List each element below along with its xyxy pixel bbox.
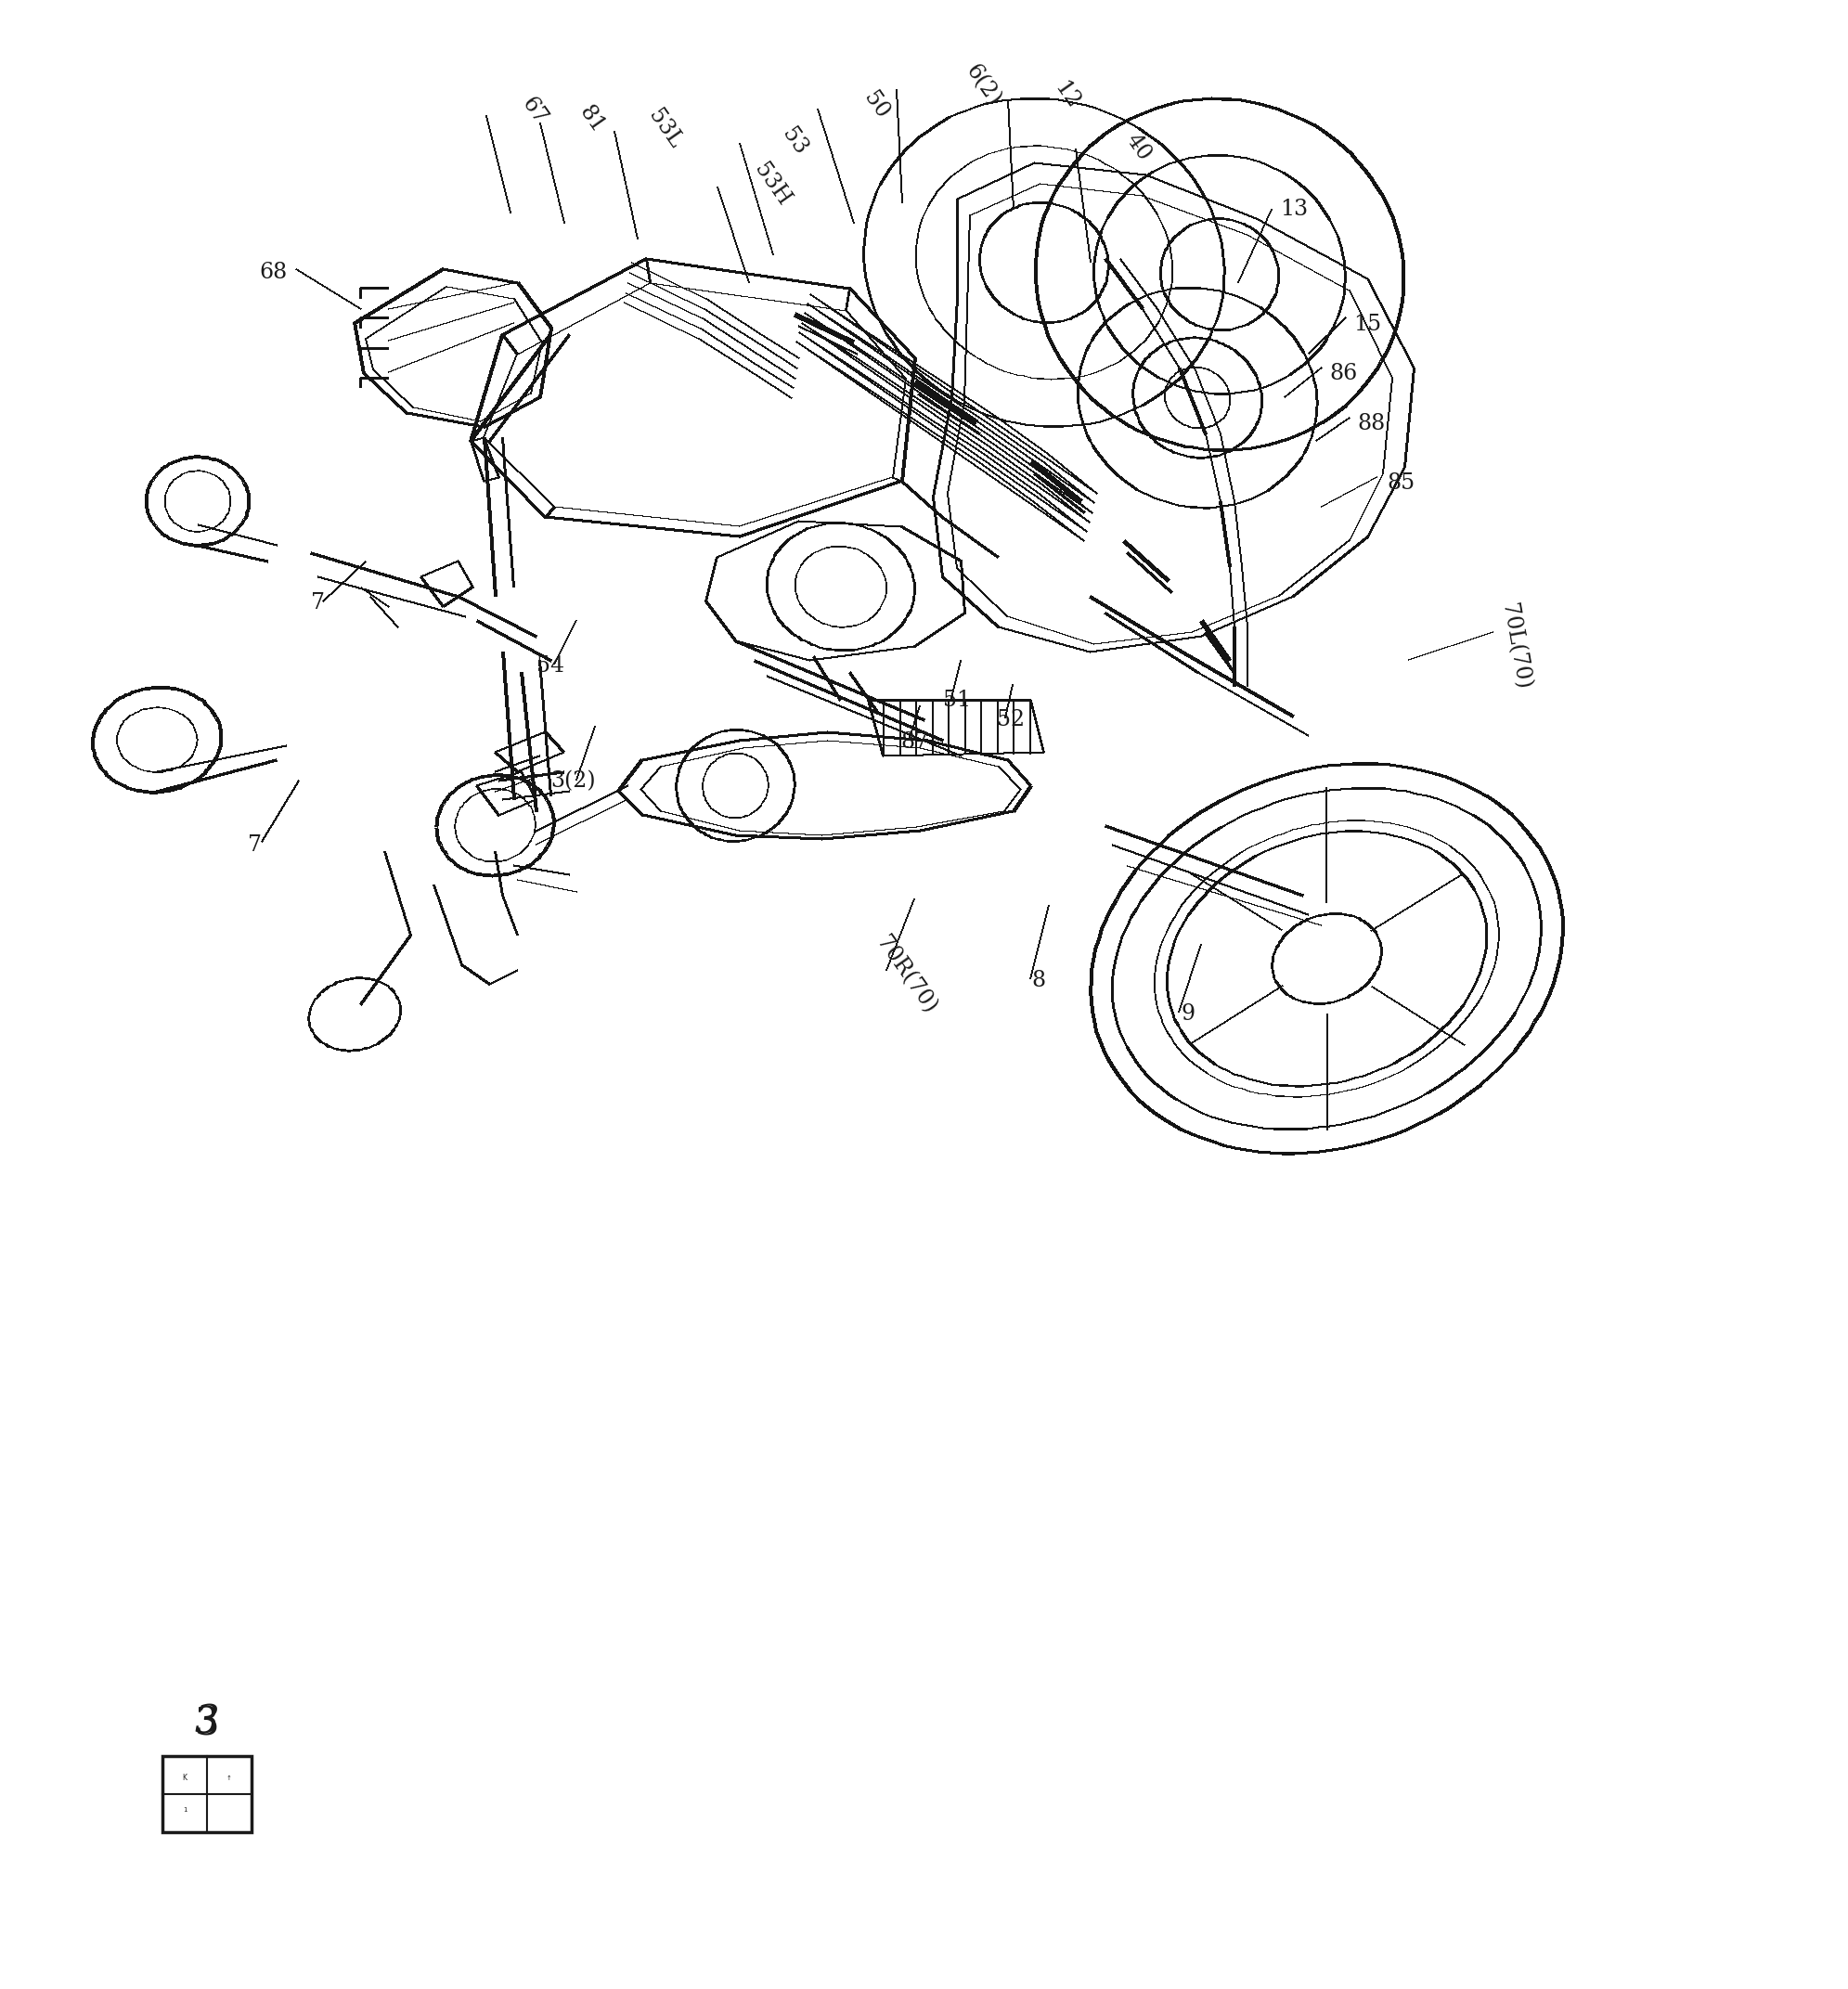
Text: 85: 85	[1386, 473, 1416, 493]
Text: 8: 8	[1031, 971, 1046, 991]
Text: 70L(70): 70L(70)	[1497, 601, 1534, 692]
Text: 52: 52	[996, 710, 1026, 730]
Text: 40: 40	[1122, 129, 1155, 165]
Text: ↑: ↑	[227, 1776, 231, 1780]
Text: 86: 86	[1329, 364, 1358, 384]
Text: 3: 3	[194, 1703, 220, 1742]
Text: 7: 7	[248, 835, 262, 855]
Text: 13: 13	[1279, 199, 1308, 219]
Text: 9: 9	[1181, 1004, 1196, 1024]
Text: 81: 81	[575, 101, 608, 137]
Text: 12: 12	[1050, 78, 1083, 113]
Text: 67: 67	[517, 93, 551, 129]
Text: 51: 51	[942, 690, 972, 710]
Text: 53L: 53L	[645, 105, 686, 153]
Text: 88: 88	[1356, 414, 1386, 434]
Text: 1: 1	[183, 1808, 187, 1812]
Text: 6(2): 6(2)	[961, 62, 1005, 109]
Text: K: K	[183, 1774, 187, 1782]
Text: 53: 53	[778, 123, 811, 159]
Text: 3(2): 3(2)	[551, 772, 595, 792]
Text: 53H: 53H	[750, 159, 795, 211]
Text: 87: 87	[900, 732, 930, 752]
Text: 7: 7	[310, 593, 325, 613]
Text: 50: 50	[859, 88, 893, 123]
Text: 68: 68	[259, 263, 288, 282]
Bar	[163, 1756, 251, 1832]
Text: 70R(70): 70R(70)	[870, 933, 941, 1016]
Text: 3: 3	[194, 1705, 220, 1744]
Text: 54: 54	[536, 656, 565, 676]
Text: 15: 15	[1353, 314, 1382, 334]
